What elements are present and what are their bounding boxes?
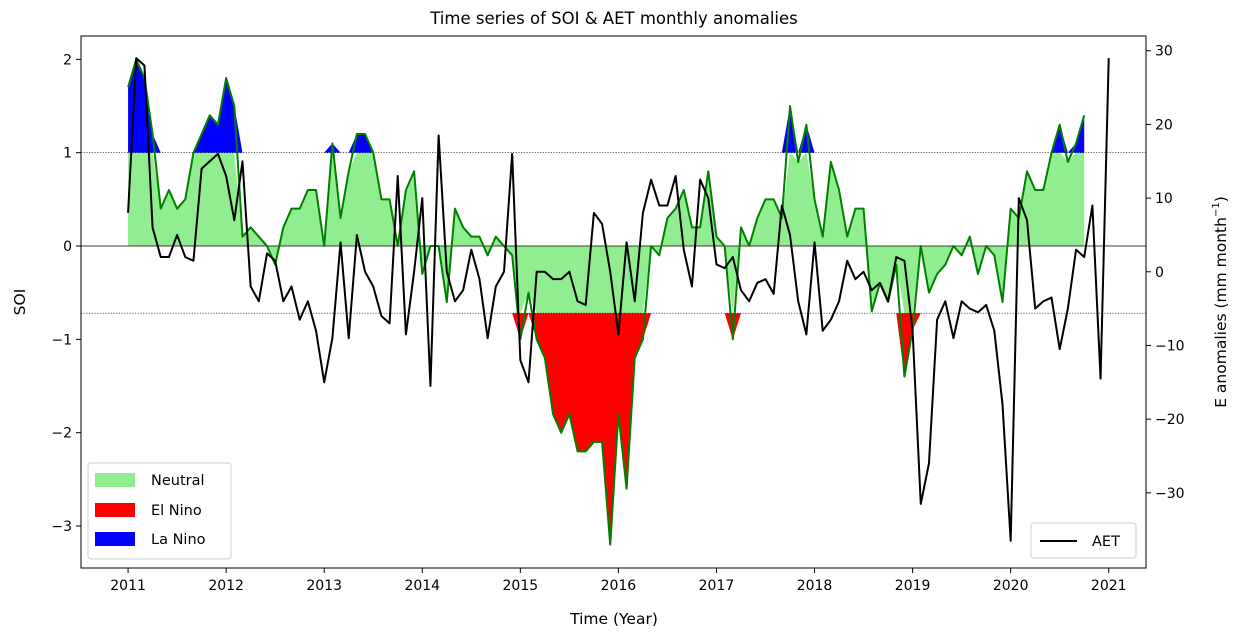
y-tick-label: −2	[51, 426, 72, 442]
y2-axis-label: E anomalies (mm month−1)	[1211, 196, 1230, 408]
aet-line	[127, 57, 1110, 542]
x-tick-label: 2019	[895, 578, 931, 594]
x-tick-label: 2021	[1091, 578, 1127, 594]
legend-label-el-nino: El Nino	[151, 503, 202, 519]
axes: 2011 2012 2013 2014 2015 2016 2017 2018 2019 2020…	[51, 35, 1185, 594]
x-tick-label: 2014	[404, 578, 440, 594]
legend-right-frame	[1030, 522, 1137, 559]
x-axis-label: Time (Year)	[569, 610, 658, 628]
y2-tick-label: −10	[1155, 338, 1185, 354]
legend-label-la-nina: La Nino	[151, 532, 206, 548]
neutral-area	[128, 152, 1085, 314]
x-tick-label: 2013	[306, 578, 342, 594]
legend-label-aet: AET	[1092, 534, 1120, 550]
y-axis-label: SOI	[11, 289, 29, 316]
y-tick-label: 0	[63, 239, 72, 255]
x-tick-label: 2015	[503, 578, 539, 594]
legend-swatch-la-nina	[95, 532, 135, 546]
y2-axis-label-sup: −1	[1211, 202, 1222, 217]
soi-line	[127, 58, 1086, 546]
legend-right: AET	[1030, 522, 1137, 559]
y2-tick-label: −20	[1155, 412, 1185, 428]
legend-left: Neutral El Nino La Nino	[87, 462, 232, 560]
plot-frame	[80, 35, 1147, 569]
x-tick-label: 2016	[601, 578, 637, 594]
x-tick-label: 2017	[699, 578, 735, 594]
y2-tick-label: 10	[1155, 191, 1173, 207]
chart-title: Time series of SOI & AET monthly anomali…	[429, 9, 798, 28]
x-tick-label: 2018	[797, 578, 833, 594]
legend-swatch-neutral	[95, 473, 135, 487]
y-tick-label: −1	[51, 332, 72, 348]
y-tick-label: 1	[63, 146, 72, 162]
y2-tick-label: 0	[1155, 265, 1164, 281]
plot-area	[81, 57, 1146, 546]
x-tick-label: 2011	[110, 578, 146, 594]
legend-label-neutral: Neutral	[151, 473, 205, 489]
y-tick-label: −3	[51, 519, 72, 535]
y2-tick-label: 30	[1155, 44, 1173, 60]
y2-axis-label-close: )	[1212, 196, 1230, 202]
y2-tick-label: 20	[1155, 117, 1173, 133]
y-tick-label: 2	[63, 52, 72, 68]
y2-tick-label: −30	[1155, 486, 1185, 502]
la-nina-area	[128, 59, 1085, 153]
y2-axis-label-main: E anomalies (mm month	[1212, 217, 1230, 408]
x-tick-label: 2012	[208, 578, 244, 594]
el-nino-area	[128, 313, 1085, 545]
x-tick-label: 2020	[993, 578, 1029, 594]
legend-swatch-el-nino	[95, 503, 135, 517]
